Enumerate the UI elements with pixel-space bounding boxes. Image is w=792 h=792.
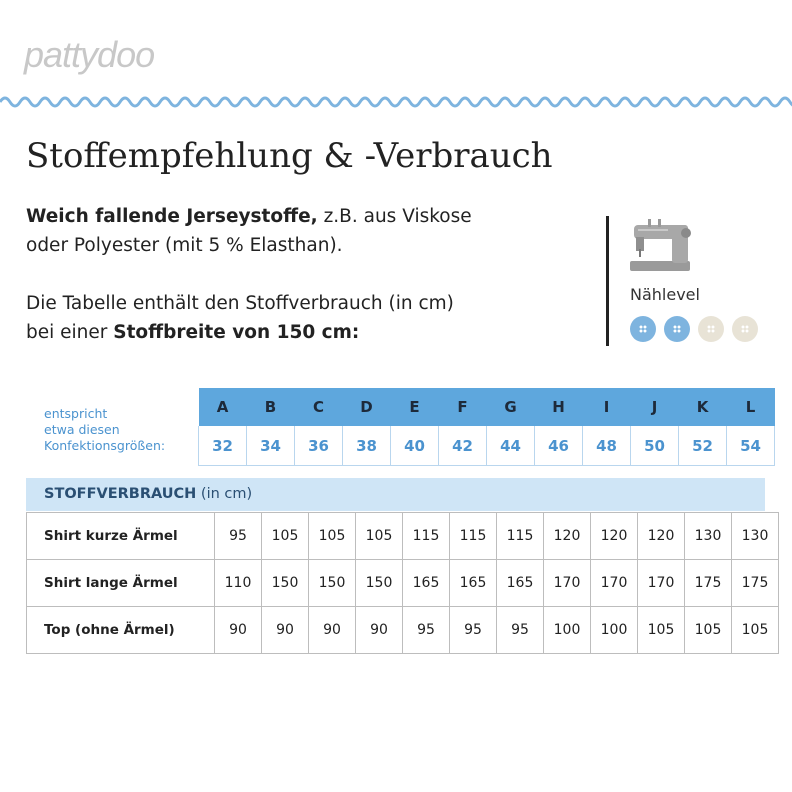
usage-value-cell: 90 — [308, 606, 356, 654]
sewing-level-label: Nählevel — [630, 285, 700, 304]
size-letter-cell: J — [630, 388, 679, 426]
intro-line-4: bei einer Stoffbreite von 150 cm: — [26, 318, 472, 347]
sewing-level-button-icon — [664, 316, 690, 342]
page-title: Stoffempfehlung & -Verbrauch — [26, 136, 553, 176]
size-number-cell: 42 — [438, 426, 487, 466]
row-label: Shirt lange Ärmel — [26, 559, 215, 607]
sewing-level-button-icon — [630, 316, 656, 342]
usage-value-cell: 100 — [543, 606, 591, 654]
usage-value-cell: 170 — [637, 559, 685, 607]
intro-line-1: Weich fallende Jerseystoffe, z.B. aus Vi… — [26, 202, 472, 231]
size-letter-cell: H — [534, 388, 583, 426]
size-caption-line-2: etwa diesen — [44, 422, 120, 437]
usage-value-cell: 170 — [590, 559, 638, 607]
row-label: Shirt kurze Ärmel — [26, 512, 215, 560]
size-letter-cell: G — [486, 388, 535, 426]
size-number-cell: 54 — [726, 426, 775, 466]
usage-value-cell: 105 — [308, 512, 356, 560]
usage-value-cell: 165 — [496, 559, 544, 607]
table-row: Top (ohne Ärmel) 90 90 90 90 95 95 95 100 100 105 1… — [26, 606, 779, 654]
usage-value-cell: 90 — [214, 606, 262, 654]
row-label: Top (ohne Ärmel) — [26, 606, 215, 654]
table-row: Shirt kurze Ärmel 95 105 105 105 115 115 115 120… — [26, 512, 779, 560]
usage-header: STOFFVERBRAUCH (in cm) — [26, 478, 765, 511]
usage-value-cell: 130 — [684, 512, 732, 560]
usage-value-cell: 120 — [637, 512, 685, 560]
usage-header-unit: (in cm) — [196, 486, 253, 502]
intro-bold-4: Stoffbreite von 150 cm: — [113, 322, 360, 343]
usage-value-cell: 105 — [355, 512, 403, 560]
sewing-level-button-icon — [698, 316, 724, 342]
size-number-cell: 44 — [486, 426, 535, 466]
size-number-cell: 52 — [678, 426, 727, 466]
size-number-cell: 46 — [534, 426, 583, 466]
usage-value-cell: 150 — [308, 559, 356, 607]
table-row: Shirt lange Ärmel 110 150 150 150 165 165 165 17… — [26, 559, 779, 607]
divider-line — [606, 216, 609, 346]
usage-value-cell: 120 — [590, 512, 638, 560]
size-number-cell: 48 — [582, 426, 631, 466]
size-letter-cell: F — [438, 388, 487, 426]
usage-value-cell: 95 — [449, 606, 497, 654]
size-letter-cell: B — [246, 388, 295, 426]
usage-header-title: STOFFVERBRAUCH — [44, 486, 197, 502]
size-letter-cell: L — [726, 388, 775, 426]
size-number-row: 32 34 36 38 40 42 44 46 48 50 52 54 — [198, 426, 775, 466]
intro-text-1: z.B. aus Viskose — [317, 206, 472, 227]
sewing-level-rating — [630, 316, 758, 342]
usage-value-cell: 165 — [402, 559, 450, 607]
sewing-level-button-icon — [732, 316, 758, 342]
usage-value-cell: 95 — [496, 606, 544, 654]
usage-value-cell: 100 — [590, 606, 638, 654]
intro-line-2: oder Polyester (mit 5 % Elasthan). — [26, 235, 343, 256]
size-number-cell: 40 — [390, 426, 439, 466]
size-caption-line-1: entspricht — [44, 406, 108, 421]
usage-value-cell: 115 — [496, 512, 544, 560]
size-caption-line-3: Konfektionsgrößen: — [44, 438, 166, 453]
usage-value-cell: 90 — [355, 606, 403, 654]
wave-divider — [0, 96, 792, 108]
size-number-cell: 32 — [198, 426, 247, 466]
size-letter-cell: K — [678, 388, 727, 426]
size-letter-cell: I — [582, 388, 631, 426]
usage-value-cell: 90 — [261, 606, 309, 654]
size-letter-cell: C — [294, 388, 343, 426]
size-number-cell: 34 — [246, 426, 295, 466]
fabric-intro: Weich fallende Jerseystoffe, z.B. aus Vi… — [26, 202, 472, 347]
usage-value-cell: 115 — [402, 512, 450, 560]
usage-value-cell: 105 — [684, 606, 732, 654]
sewing-machine-icon — [630, 219, 691, 271]
intro-line-3: Die Tabelle enthält den Stoffverbrauch (… — [26, 293, 454, 314]
size-number-cell: 36 — [294, 426, 343, 466]
usage-value-cell: 150 — [355, 559, 403, 607]
usage-value-cell: 105 — [261, 512, 309, 560]
size-letter-cell: A — [198, 388, 247, 426]
usage-value-cell: 105 — [637, 606, 685, 654]
size-number-cell: 38 — [342, 426, 391, 466]
brand-logo: pattydoo — [24, 34, 155, 75]
usage-value-cell: 175 — [731, 559, 779, 607]
usage-value-cell: 95 — [402, 606, 450, 654]
size-caption: entspricht etwa diesen Konfektionsgrößen… — [44, 406, 165, 454]
usage-value-cell: 105 — [731, 606, 779, 654]
usage-value-cell: 165 — [449, 559, 497, 607]
usage-value-cell: 115 — [449, 512, 497, 560]
usage-value-cell: 175 — [684, 559, 732, 607]
usage-value-cell: 170 — [543, 559, 591, 607]
usage-value-cell: 95 — [214, 512, 262, 560]
size-number-cell: 50 — [630, 426, 679, 466]
intro-bold-1: Weich fallende Jerseystoffe, — [26, 206, 318, 227]
size-letter-cell: E — [390, 388, 439, 426]
usage-value-cell: 120 — [543, 512, 591, 560]
size-letter-cell: D — [342, 388, 391, 426]
usage-value-cell: 130 — [731, 512, 779, 560]
usage-value-cell: 150 — [261, 559, 309, 607]
usage-value-cell: 110 — [214, 559, 262, 607]
intro-text-4: bei einer — [26, 322, 114, 343]
usage-table: Shirt kurze Ärmel 95 105 105 105 115 115 115 120… — [26, 512, 779, 654]
